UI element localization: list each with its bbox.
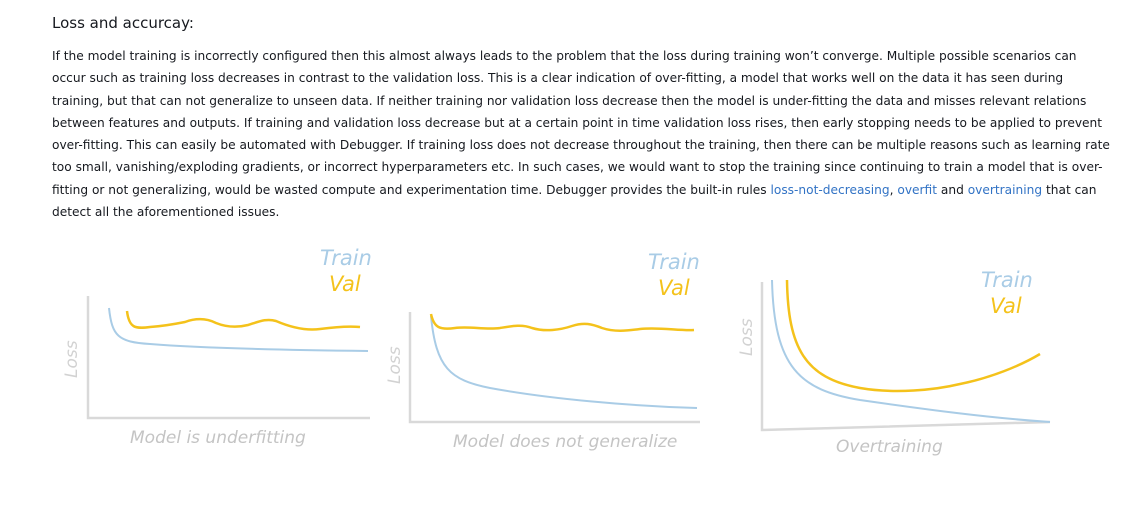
y-axis-label: Loss	[62, 340, 82, 378]
paragraph-text: If the model training is incorrectly con…	[52, 49, 1110, 197]
axes	[760, 282, 1051, 432]
val-legend-label: Val	[329, 272, 361, 296]
axes	[86, 296, 370, 420]
section-heading: Loss and accurcay:	[52, 14, 194, 32]
panel-overtraining: Train Val Loss Overtraining	[737, 268, 1051, 457]
train-legend-label: Train	[981, 268, 1033, 292]
y-axis-label: Loss	[737, 318, 757, 356]
axes	[408, 312, 700, 424]
loss-curves-illustration: Train Val Loss Model is underfitting Tra…	[62, 246, 1051, 457]
paragraph-end: that can detect all the aforementioned i…	[52, 182, 1097, 220]
section-paragraph: If the model training is incorrectly con…	[52, 45, 1112, 223]
link-overfit[interactable]: overfit	[897, 182, 938, 197]
val-loss-curve	[125, 310, 361, 331]
train-legend-label: Train	[648, 250, 700, 274]
link-loss-not-decreasing[interactable]: loss-not-decreasing	[770, 182, 890, 197]
train-loss-curve	[430, 315, 698, 409]
loss-curves-figure: Train Val Loss Model is underfitting Tra…	[0, 238, 1130, 468]
panel-underfitting: Train Val Loss Model is underfitting	[62, 246, 372, 448]
panel-not-generalize: Train Val Loss Model does not generalize	[385, 250, 700, 452]
paragraph-separator: and	[937, 182, 968, 197]
val-legend-label: Val	[990, 294, 1022, 318]
val-loss-curve	[785, 279, 1041, 393]
train-loss-curve	[771, 279, 1051, 423]
panel-caption: Overtraining	[836, 437, 943, 457]
val-legend-label: Val	[658, 276, 690, 300]
panel-caption: Model does not generalize	[453, 432, 677, 452]
train-loss-curve	[108, 307, 369, 352]
link-overtraining[interactable]: overtraining	[967, 182, 1043, 197]
val-loss-curve	[429, 313, 695, 332]
panel-caption: Model is underfitting	[130, 428, 306, 448]
y-axis-label: Loss	[385, 346, 405, 384]
train-legend-label: Train	[320, 246, 372, 270]
paragraph-separator: ,	[889, 182, 898, 197]
